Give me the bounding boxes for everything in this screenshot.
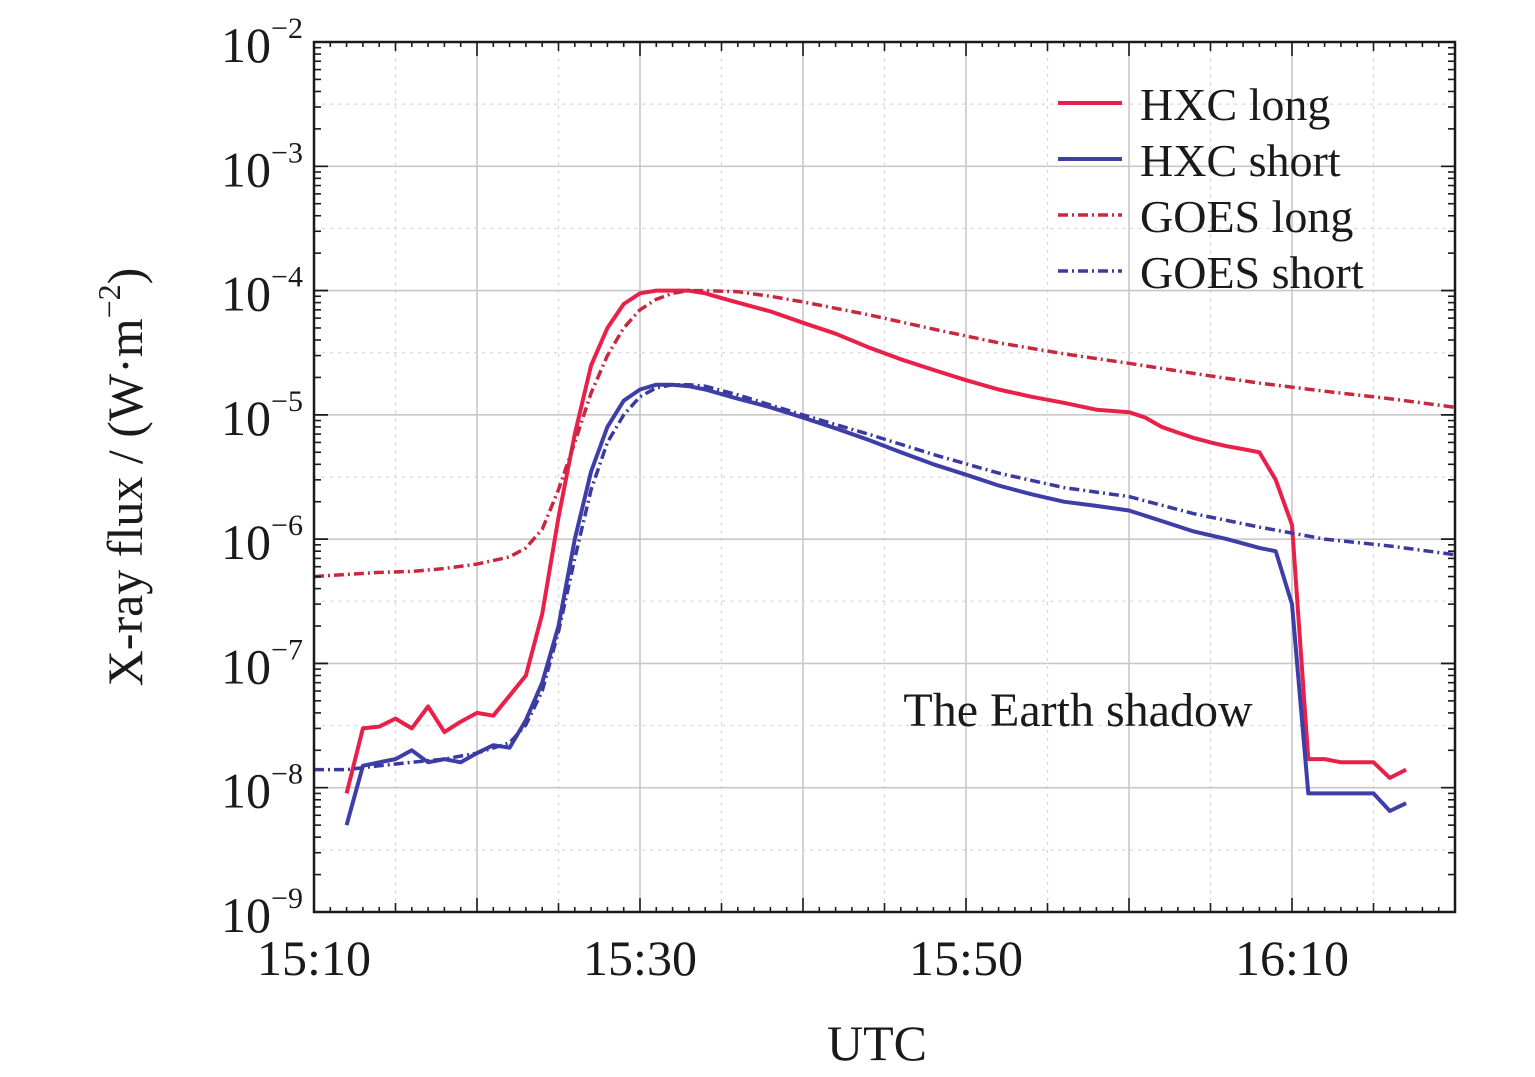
y-tick-base: 10 (221, 266, 271, 322)
earth-shadow-annotation: The Earth shadow (903, 684, 1253, 737)
legend-label: GOES short (1140, 247, 1364, 298)
legend-label: HXC long (1140, 79, 1330, 130)
y-axis-label-main: X-ray flux / (W·m (97, 318, 153, 686)
legend-label: HXC short (1140, 135, 1341, 186)
y-tick-base: 10 (221, 638, 271, 694)
y-tick-base: 10 (221, 887, 271, 943)
x-tick-labels: 15:10 15:30 15:50 16:10 (257, 930, 1349, 986)
x-tick-label: 15:50 (909, 930, 1023, 986)
x-tick-label: 16:10 (1235, 930, 1349, 986)
y-tick-label: 10−4 (221, 261, 303, 322)
y-tick-exponent: −8 (271, 758, 303, 791)
x-tick-label: 15:10 (257, 930, 371, 986)
y-tick-base: 10 (221, 390, 271, 446)
y-tick-base: 10 (221, 141, 271, 197)
ticks (313, 41, 1456, 913)
y-tick-label: 10−5 (221, 385, 303, 446)
grid (314, 42, 1455, 912)
x-axis-label: UTC (827, 1015, 927, 1071)
y-axis-label-close: ) (97, 268, 153, 285)
y-tick-exponent: −5 (271, 385, 303, 418)
y-tick-label: 10−9 (221, 882, 303, 943)
series-line-hxc-long (344, 288, 1408, 794)
y-tick-exponent: −7 (271, 633, 303, 666)
x-tick-label: 15:30 (583, 930, 697, 986)
legend-label: GOES long (1140, 191, 1353, 242)
y-axis-label: X-ray flux / (W·m−2) (91, 268, 153, 687)
y-tick-exponent: −6 (271, 509, 303, 542)
y-tick-label: 10−6 (221, 509, 303, 570)
y-tick-base: 10 (221, 17, 271, 73)
y-axis-label-exp: −2 (91, 284, 127, 318)
y-tick-exponent: −4 (271, 261, 303, 294)
y-tick-exponent: −9 (271, 882, 303, 915)
y-tick-label: 10−7 (221, 633, 303, 694)
y-tick-label: 10−3 (221, 136, 303, 197)
series-lines (313, 288, 1456, 826)
y-tick-label: 10−2 (221, 12, 303, 73)
series-line-goes-short (314, 382, 1456, 772)
y-tick-exponent: −3 (271, 136, 303, 169)
y-tick-base: 10 (221, 514, 271, 570)
y-tick-label: 10−8 (221, 758, 303, 819)
series-line-goes-long (313, 288, 1456, 579)
y-tick-base: 10 (221, 763, 271, 819)
y-tick-labels: 10−210−310−410−510−610−710−810−9 (221, 12, 303, 943)
y-tick-exponent: −2 (271, 12, 303, 45)
